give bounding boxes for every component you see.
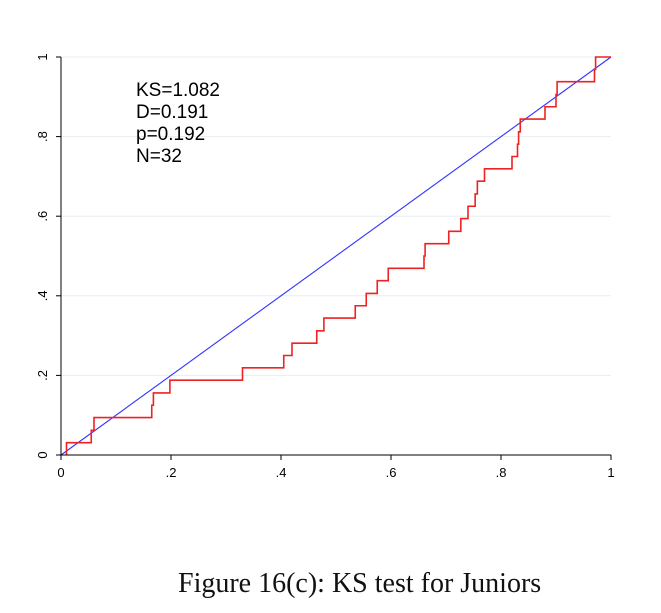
y-tick-label-0: 0 xyxy=(35,451,50,458)
y-tick-label-4: .8 xyxy=(35,131,50,142)
y-tick-label-2: .4 xyxy=(35,290,50,301)
stat-n: N=32 xyxy=(136,146,182,167)
y-tick-label-1: .2 xyxy=(35,370,50,381)
x-tick-label-0: 0 xyxy=(57,465,64,480)
x-tick-label-4: .8 xyxy=(496,465,507,480)
x-tick-label-3: .6 xyxy=(386,465,397,480)
x-tick-label-1: .2 xyxy=(166,465,177,480)
reference-diagonal-line xyxy=(60,56,612,456)
empirical-cdf-line xyxy=(65,56,611,455)
plot-series xyxy=(60,56,612,456)
axis-ticks: 0 .2 .4 .6 .8 1 0 .2 .4 .6 .8 1 xyxy=(35,53,615,480)
ks-statistics: KS=1.082 D=0.191 p=0.192 N=32 xyxy=(136,80,220,167)
figure-caption: Figure 16(c): KS test for Juniors xyxy=(178,568,542,599)
x-tick-label-5: 1 xyxy=(607,465,614,480)
stat-p: p=0.192 xyxy=(136,124,205,145)
stat-d: D=0.191 xyxy=(136,102,208,123)
chart-svg: 0 .2 .4 .6 .8 1 0 .2 .4 .6 .8 1 KS=1.082 D=0.191 p=… xyxy=(35,53,615,480)
y-tick-label-5: 1 xyxy=(35,53,50,60)
stat-ks: KS=1.082 xyxy=(136,80,220,101)
axes xyxy=(60,57,611,456)
y-tick-label-3: .6 xyxy=(35,211,50,222)
x-tick-label-2: .4 xyxy=(276,465,287,480)
